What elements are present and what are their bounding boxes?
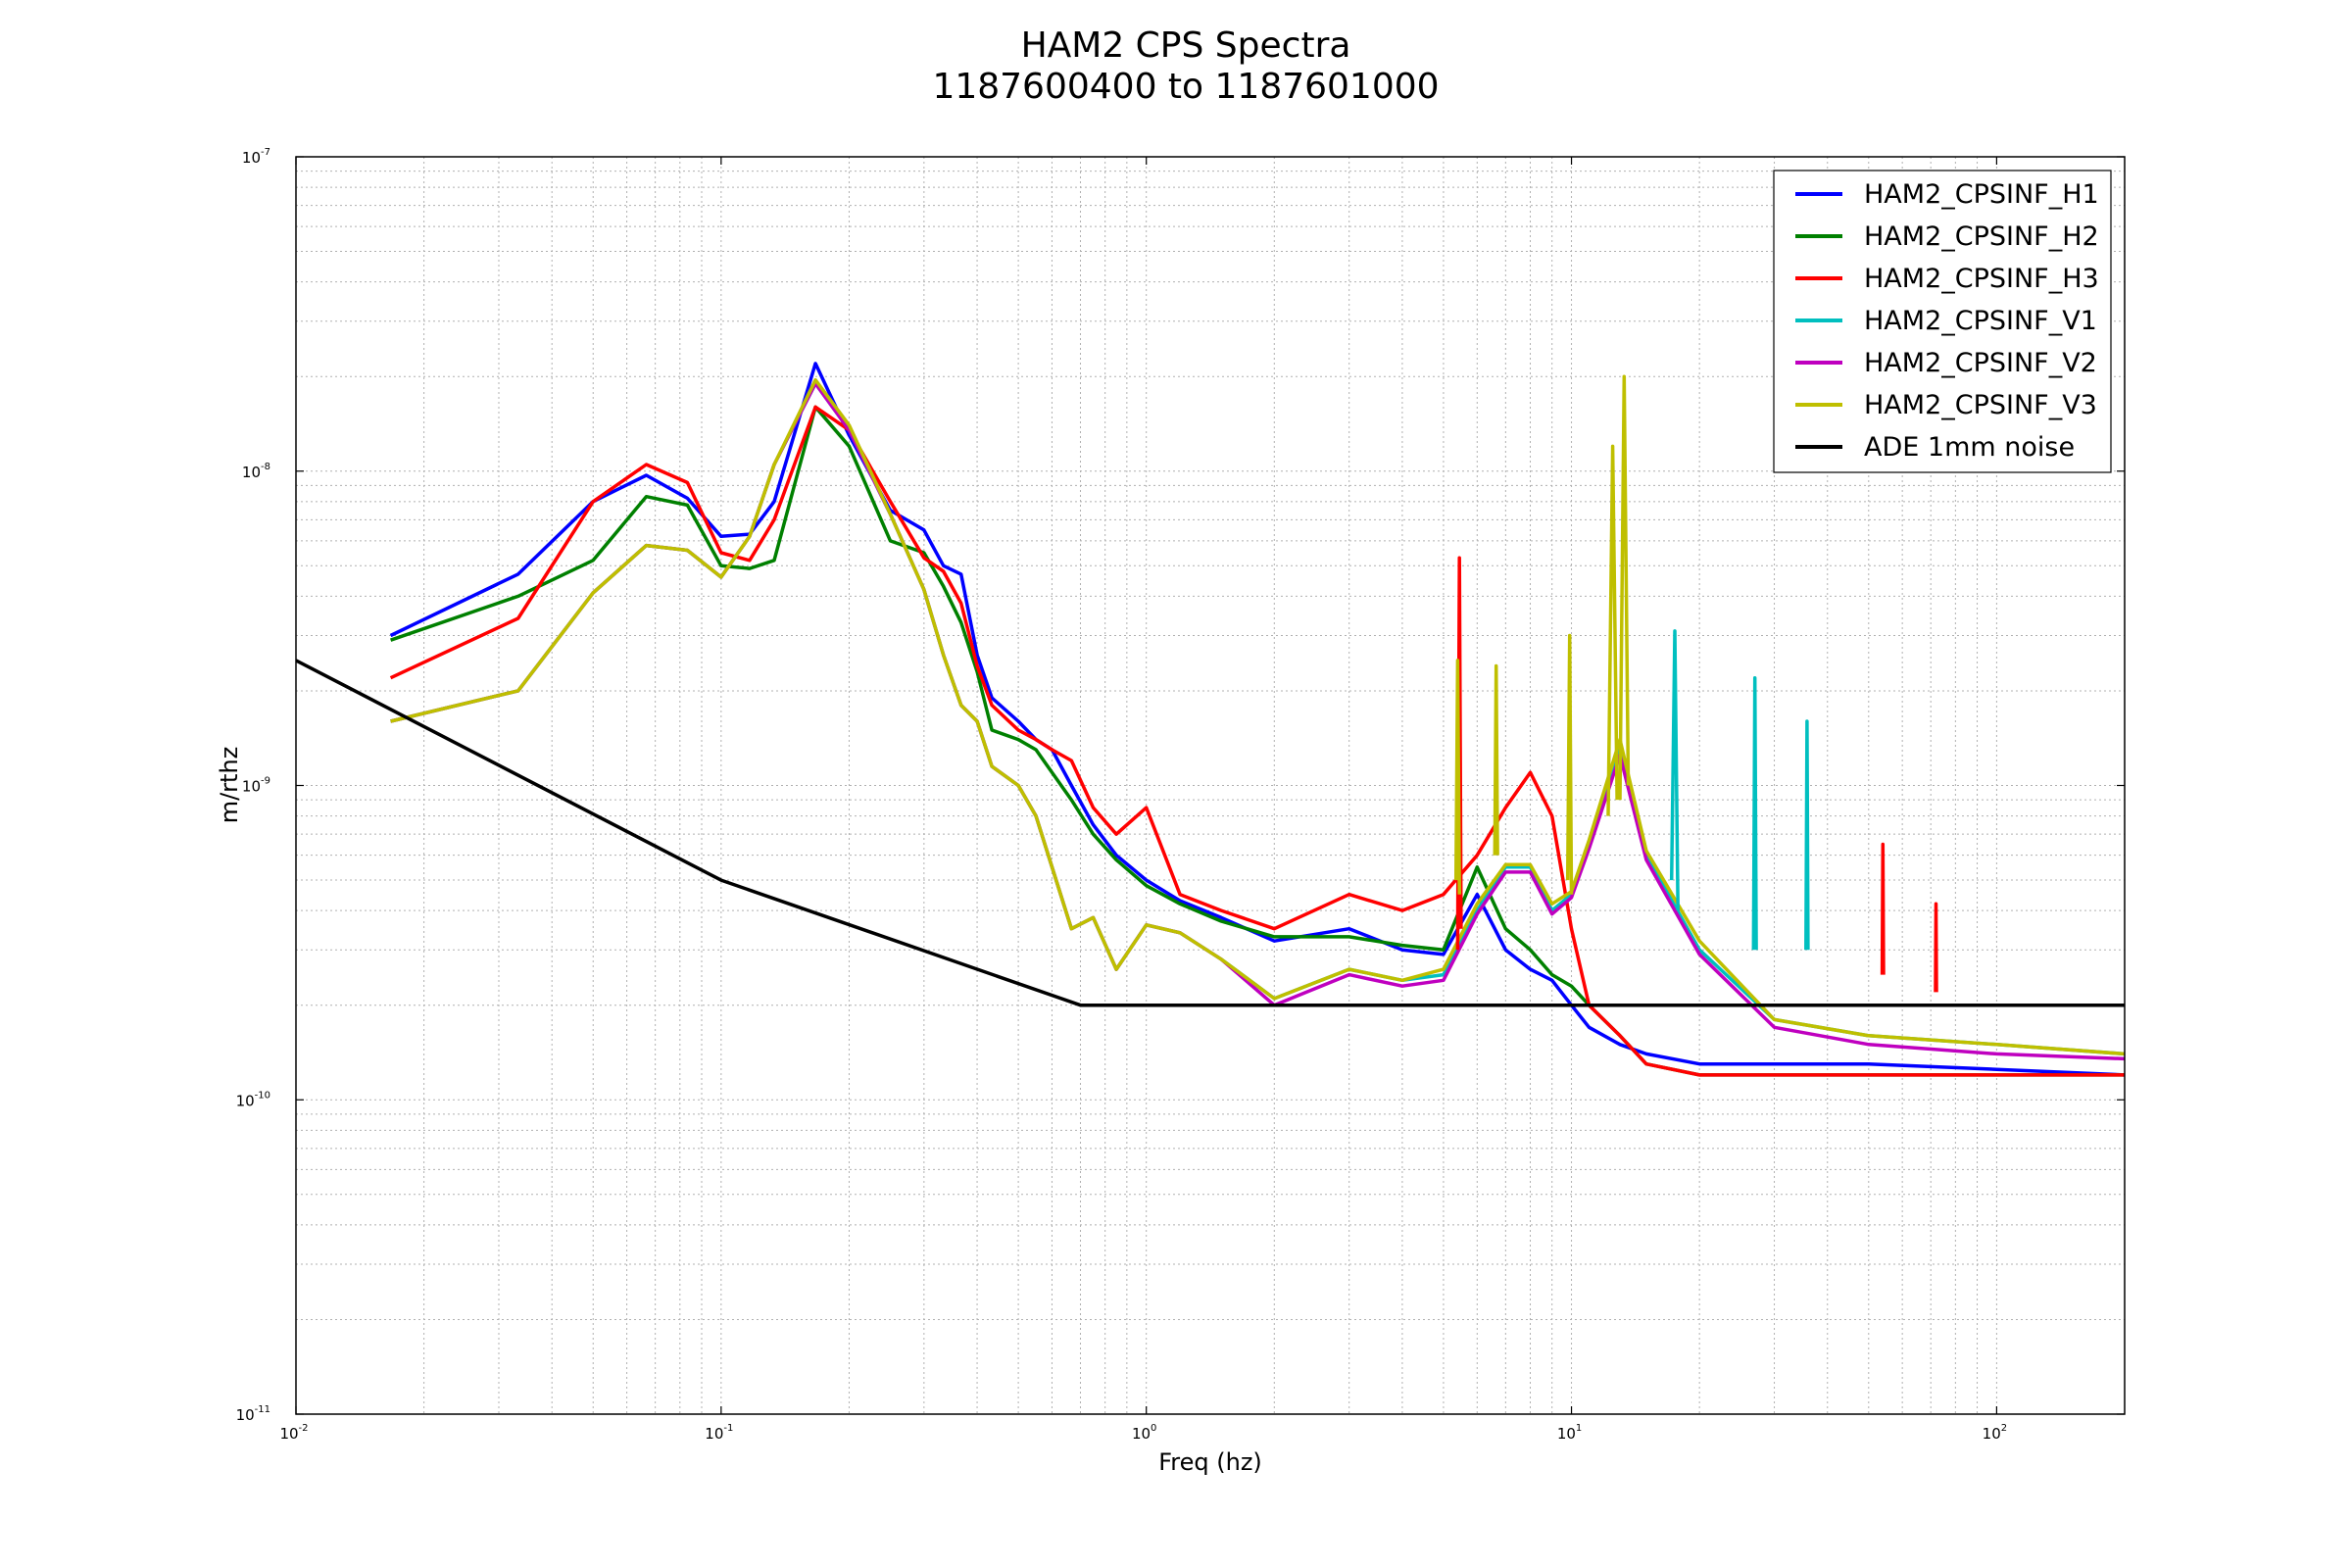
axis-ticks: 10-2 10-1 100 101 102 10-11 10-10 10-9 10-8 10-7 xyxy=(236,147,2125,1443)
series-peak xyxy=(1880,842,1886,975)
series-peak xyxy=(1804,719,1810,951)
series-peak xyxy=(1751,675,1758,951)
y-tick-label: 10-11 xyxy=(236,1404,270,1424)
series-peak xyxy=(1565,633,1574,895)
y-tick-label: 10-9 xyxy=(242,776,270,796)
series-peak xyxy=(1618,374,1631,801)
y-tick-label: 10-8 xyxy=(242,462,270,481)
series-line-ham2-cpsinf-v3 xyxy=(390,377,2125,1056)
chart-title: HAM2 CPS Spectra xyxy=(1021,25,1351,66)
series-peak xyxy=(1669,629,1680,911)
series-peak xyxy=(1453,659,1461,895)
series-line-ham2-cpsinf-v2 xyxy=(390,381,2125,1061)
y-axis-label: m/rthz xyxy=(216,747,243,824)
series-peak xyxy=(1493,663,1499,856)
legend-label: HAM2_CPSINF_V2 xyxy=(1864,348,2097,378)
x-tick-label: 101 xyxy=(1557,1423,1582,1443)
x-tick-label: 100 xyxy=(1132,1423,1156,1443)
legend-label: HAM2_CPSINF_H1 xyxy=(1864,179,2099,210)
y-tick-label: 10-7 xyxy=(242,147,270,167)
legend-label: HAM2_CPSINF_H3 xyxy=(1864,264,2099,294)
series-line-ham2-cpsinf-h3 xyxy=(389,405,2125,1077)
series-line-ham2-cpsinf-h1 xyxy=(389,362,2125,1077)
legend-label: HAM2_CPSINF_V1 xyxy=(1864,306,2097,336)
series-line-ham2-cpsinf-h2 xyxy=(390,405,2125,1077)
y-tick-label: 10-10 xyxy=(236,1090,270,1109)
series-line-ade-1mm-noise xyxy=(296,659,2125,1007)
plot-series xyxy=(296,362,2125,1077)
series-line-ham2-cpsinf-v1 xyxy=(390,381,2125,1056)
x-tick-label: 10-2 xyxy=(279,1423,308,1443)
legend-label: ADE 1mm noise xyxy=(1864,432,2075,463)
x-tick-label: 102 xyxy=(1983,1423,2007,1443)
chart-subtitle: 1187600400 to 1187601000 xyxy=(932,67,1439,107)
plot-frame xyxy=(295,156,2126,1415)
legend-label: HAM2_CPSINF_V3 xyxy=(1864,390,2097,420)
series-peak xyxy=(1606,444,1619,816)
x-tick-label: 10-1 xyxy=(705,1423,733,1443)
legend-label: HAM2_CPSINF_H2 xyxy=(1864,221,2099,252)
x-axis-label: Freq (hz) xyxy=(1158,1448,1262,1476)
legend: HAM2_CPSINF_H1 HAM2_CPSINF_H2 HAM2_CPSINF_… xyxy=(1773,170,2112,473)
